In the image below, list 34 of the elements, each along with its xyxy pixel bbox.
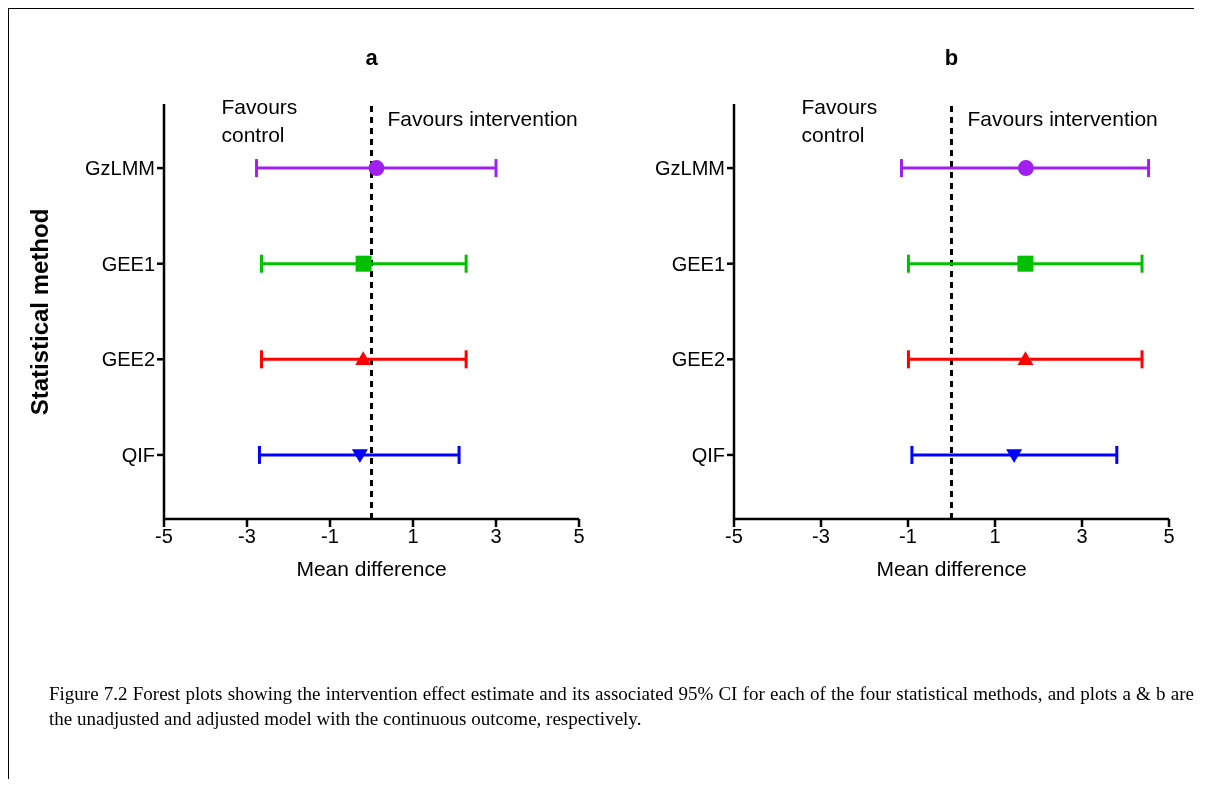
- x-tick-label: 3: [490, 525, 502, 548]
- caption: Figure 7.2 Forest plots showing the intervention effect estimate and its associated 95% CI for each of the four statistical methods, and plots a & b are the unadjusted and adjusted model with the continuous outcome, respectively.: [49, 682, 1194, 731]
- point: [355, 255, 372, 272]
- x-tick-label: -1: [321, 525, 339, 548]
- point: [351, 449, 368, 463]
- x-tick-label: 5: [1163, 525, 1175, 548]
- x-tick-label: 3: [1076, 525, 1088, 548]
- x-tick-label: 1: [989, 525, 1001, 548]
- point: [368, 160, 385, 177]
- point: [355, 351, 372, 365]
- y-tick-label: GEE1: [671, 252, 725, 275]
- annotation: Favours intervention: [387, 107, 578, 131]
- annotation: Favours control: [221, 94, 299, 148]
- annotation: Favours control: [801, 94, 879, 148]
- y-tick-label: GzLMM: [85, 157, 155, 180]
- x-tick-label: -5: [725, 525, 743, 548]
- y-tick-label: GEE2: [101, 348, 155, 371]
- y-tick-label: GzLMM: [655, 157, 725, 180]
- y-tick-label: QIF: [121, 444, 155, 467]
- x-axis-title: Mean difference: [876, 556, 1027, 580]
- x-tick-label: -5: [155, 525, 173, 548]
- x-tick-label: 1: [407, 525, 419, 548]
- y-tick-label: GEE2: [671, 348, 725, 371]
- annotation: Favours intervention: [967, 107, 1158, 131]
- x-tick-label: -1: [899, 525, 917, 548]
- x-tick-label: -3: [238, 525, 256, 548]
- chart-title: b: [943, 45, 960, 71]
- chart-title: a: [364, 45, 379, 71]
- x-tick-label: -3: [812, 525, 830, 548]
- x-tick-label: 5: [573, 525, 585, 548]
- y-axis-title: Statistical method: [26, 208, 54, 415]
- y-tick-label: GEE1: [101, 252, 155, 275]
- y-tick-label: QIF: [691, 444, 725, 467]
- x-axis-title: Mean difference: [296, 556, 447, 580]
